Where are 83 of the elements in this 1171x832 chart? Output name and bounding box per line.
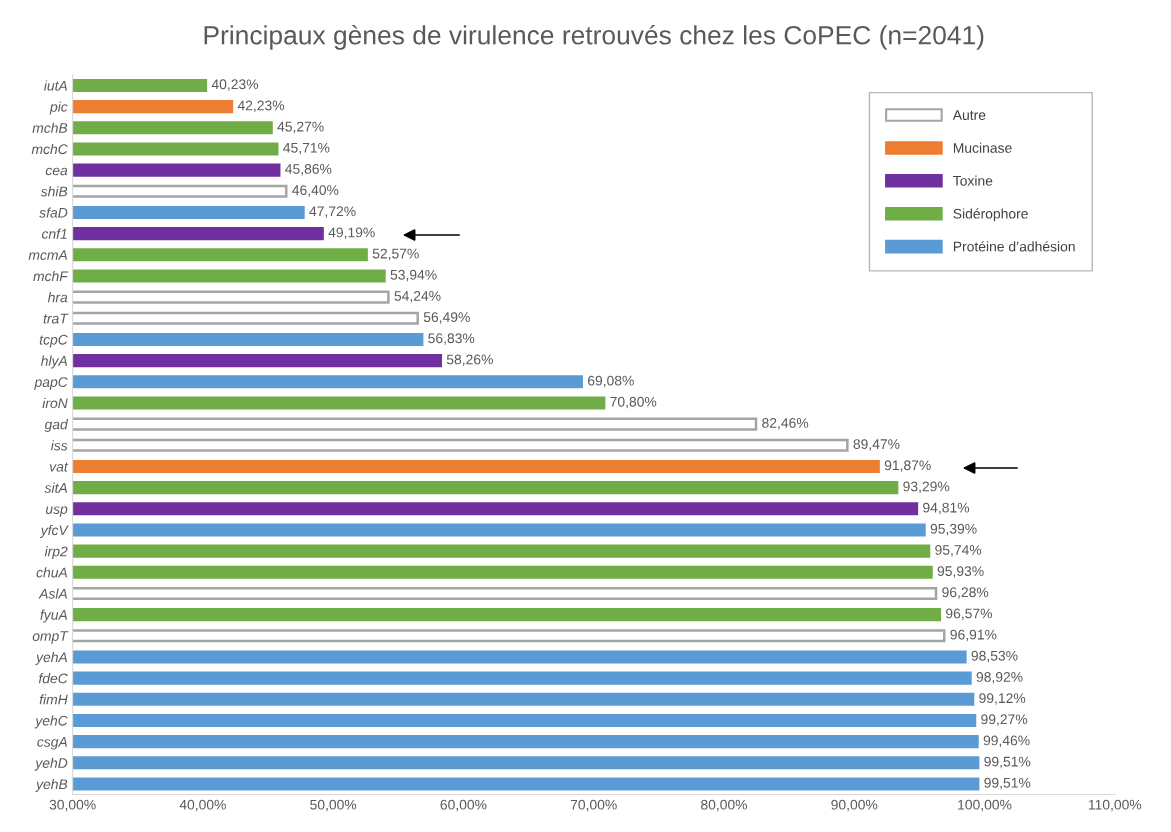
- text: 99,46%: [983, 735, 1030, 748]
- y-tick-label: fyuA: [40, 609, 67, 623]
- x-tick-label: 30,00%: [49, 799, 96, 812]
- text: 53,94%: [390, 269, 437, 282]
- x-tick-label: 100,00%: [958, 799, 1012, 812]
- text: 99,27%: [981, 714, 1028, 726]
- x-tick-label: 90,00%: [831, 799, 878, 812]
- text: 46,40%: [292, 185, 339, 197]
- y-tick-label: irp2: [44, 546, 68, 560]
- text: 82,46%: [762, 418, 809, 430]
- x-tick-label: 80,00%: [701, 799, 748, 812]
- y-tick-label: hlyA: [40, 355, 67, 369]
- y-tick-label: pic: [49, 101, 68, 115]
- text: 99,51%: [984, 777, 1031, 790]
- y-tick-label: yehD: [34, 757, 68, 771]
- text: 69,08%: [587, 375, 634, 388]
- text: 95,39%: [930, 523, 977, 536]
- legend-label: Sidérophore: [953, 208, 1028, 222]
- text: 56,49%: [423, 312, 470, 324]
- y-tick-label: fimH: [39, 694, 68, 705]
- y-tick-label: ompT: [32, 631, 69, 644]
- text: 54,24%: [394, 291, 441, 303]
- x-tick-label: 110,00%: [1088, 799, 1142, 812]
- text: 70,80%: [610, 396, 657, 409]
- y-tick-label: tcpC: [39, 334, 68, 348]
- text: 47,72%: [309, 206, 356, 218]
- y-tick-label: csgA: [37, 737, 67, 750]
- y-tick-label: sfaD: [39, 207, 68, 218]
- y-tick-label: hra: [47, 292, 68, 303]
- y-tick-label: yehC: [34, 715, 68, 729]
- text: 94,81%: [923, 502, 970, 515]
- text: 99,12%: [979, 693, 1026, 705]
- legend-label: Mucinase: [953, 142, 1012, 153]
- y-tick-label: yehA: [35, 651, 67, 665]
- y-tick-label: cea: [45, 167, 68, 176]
- y-tick-label: vat: [49, 462, 69, 472]
- legend-label: Autre: [952, 110, 986, 120]
- x-tick-label: 70,00%: [570, 799, 617, 812]
- y-tick-label: shiB: [40, 186, 68, 197]
- y-tick-label: iroN: [42, 397, 68, 409]
- y-tick-label: iss: [50, 440, 68, 451]
- y-tick-label: fdeC: [38, 673, 68, 684]
- y-tick-label: mchF: [33, 270, 69, 282]
- x-tick-label: 40,00%: [179, 799, 226, 812]
- y-tick-label: mchB: [32, 122, 68, 133]
- y-tick-label: yehB: [35, 778, 68, 792]
- legend-label: Toxine: [953, 175, 993, 186]
- y-tick-label: sitA: [44, 482, 67, 493]
- text: 45,27%: [277, 121, 324, 134]
- text: 56,83%: [428, 333, 475, 345]
- x-tick-label: 50,00%: [310, 799, 357, 812]
- text: 98,92%: [976, 672, 1023, 684]
- text: 40,23%: [211, 79, 259, 91]
- text: 95,74%: [935, 545, 982, 557]
- text: 52,57%: [372, 248, 419, 261]
- y-tick-label: usp: [45, 506, 68, 517]
- text: 96,28%: [942, 587, 989, 599]
- text: 91,87%: [884, 460, 931, 472]
- text: 45,71%: [283, 142, 330, 155]
- y-tick-label: chuA: [36, 567, 67, 578]
- text: 58,26%: [446, 354, 493, 366]
- y-tick-label: yfcV: [39, 524, 69, 538]
- text: 95,93%: [937, 566, 984, 578]
- text: 89,47%: [853, 439, 900, 451]
- y-tick-label: gad: [44, 419, 69, 433]
- text: 93,29%: [903, 481, 950, 494]
- text: 42,23%: [237, 100, 285, 112]
- text: 96,91%: [950, 629, 997, 642]
- text: 99,51%: [984, 756, 1031, 769]
- y-tick-label: iutA: [44, 80, 67, 91]
- y-tick-label: traT: [43, 313, 69, 324]
- y-tick-label: cnf1: [41, 228, 67, 239]
- legend-label: Protéine d’adhésion: [953, 241, 1075, 252]
- y-tick-label: mcmA: [28, 250, 67, 260]
- y-tick-label: AslA: [38, 588, 67, 599]
- x-tick-label: 60,00%: [440, 799, 487, 812]
- text: 49,19%: [328, 227, 375, 239]
- text: 98,53%: [971, 650, 1018, 663]
- y-tick-label: mchC: [31, 143, 68, 155]
- y-tick-label: papC: [34, 377, 68, 390]
- text: 45,86%: [285, 164, 332, 176]
- text: 96,57%: [946, 608, 992, 621]
- chart-title: Principaux gènes de virulence retrouvés chez les CoPEC (n=2041): [204, 24, 984, 50]
